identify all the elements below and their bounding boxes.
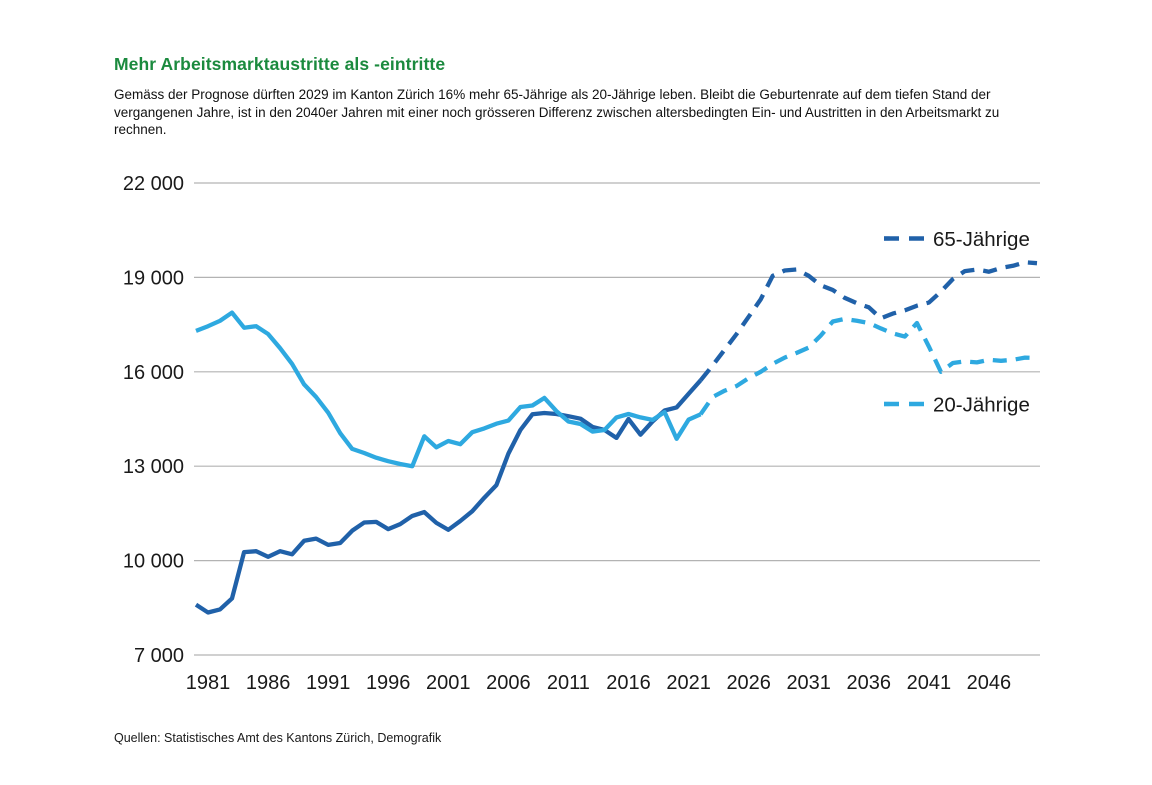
y-axis-tick-label: 7 000 (134, 645, 184, 667)
x-axis-labels: 1981 1986 1991 1996 2001 2006 2011 2016 2021 2026… (186, 672, 1011, 694)
series-65-jaehrige-forecast (698, 260, 1038, 382)
x-axis-tick-label: 1996 (366, 672, 411, 694)
x-axis-tick-label: 2026 (726, 672, 771, 694)
x-axis-tick-label: 2041 (907, 672, 952, 694)
x-axis-tick-label: 1981 (186, 672, 231, 694)
y-axis-tick-label: 22 000 (123, 173, 184, 195)
x-axis-tick-label: 2046 (967, 672, 1012, 694)
y-axis-labels: 22 000 19 000 16 000 13 000 10 000 7 000 (123, 173, 184, 667)
legend-label-65-jaehrige: 65-Jährige (933, 228, 1030, 251)
legend: 65-Jährige 20-Jährige (884, 228, 1030, 417)
y-axis-tick-label: 19 000 (123, 267, 184, 289)
series-20-jaehrige-forecast (698, 316, 1038, 416)
source-note: Quellen: Statistisches Amt des Kantons Z… (114, 731, 442, 745)
x-axis-tick-label: 1986 (246, 672, 291, 694)
x-axis-tick-label: 2021 (666, 672, 711, 694)
series-65-jaehrige-history (194, 378, 703, 615)
x-axis-tick-label: 2036 (847, 672, 892, 694)
series-20-jaehrige-history (195, 310, 702, 469)
y-axis-tick-label: 10 000 (123, 551, 184, 573)
gridlines (194, 182, 1040, 656)
y-axis-tick-label: 13 000 (123, 456, 184, 478)
x-axis-tick-label: 2031 (786, 672, 831, 694)
y-axis-tick-label: 16 000 (123, 362, 184, 384)
x-axis-tick-label: 2006 (486, 672, 531, 694)
x-axis-tick-label: 1991 (306, 672, 351, 694)
x-axis-tick-label: 2011 (547, 672, 590, 694)
x-axis-tick-label: 2001 (426, 672, 471, 694)
chart-subtitle: Gemäss der Prognose dürften 2029 im Kant… (114, 87, 1000, 138)
legend-label-20-jaehrige: 20-Jährige (933, 394, 1030, 417)
page-title: Mehr Arbeitsmarktaustritte als -eintritt… (114, 54, 446, 74)
x-axis-tick-label: 2016 (606, 672, 651, 694)
